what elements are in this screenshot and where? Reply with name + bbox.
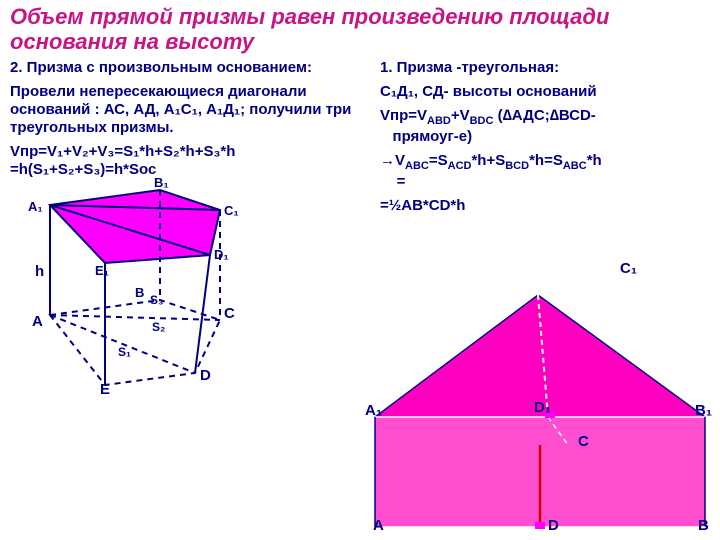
label-D1: D₁ xyxy=(214,247,229,262)
label-D: D xyxy=(200,367,211,384)
label-B: В xyxy=(135,285,144,300)
label-Cr: С xyxy=(578,433,589,450)
label-E: Е xyxy=(100,381,110,398)
right-line4: =½АВ*СD*h xyxy=(380,197,710,215)
label-h: h xyxy=(35,263,44,280)
right-line3: →VABC=SACD*h+SBCD*h=SABC*h = xyxy=(380,152,710,191)
right-line2: Vпр=VABD+VBDC (∆АДС;∆ВСD- прямоуг-е) xyxy=(380,107,710,146)
label-C1: С₁ xyxy=(224,203,239,218)
label-D1r: D₁ xyxy=(534,399,551,416)
label-E1: Е₁ xyxy=(95,263,109,278)
triangular-prism-diagram: С₁ А₁ В₁ D₁ С А В D xyxy=(370,295,720,540)
right-line1: С₁Д₁, СД- высоты оснований xyxy=(380,83,710,101)
left-para: Провели непересекающиеся диагонали основ… xyxy=(10,83,370,137)
pentagonal-prism-diagram: А₁ В₁ С₁ D₁ Е₁ А В С D Е h S₁ S₂ S₃ xyxy=(20,185,260,395)
label-A1r: А₁ xyxy=(365,402,382,419)
label-B1: В₁ xyxy=(154,175,169,190)
label-B1r: В₁ xyxy=(695,402,712,419)
label-C: С xyxy=(224,305,235,322)
label-A: А xyxy=(32,313,43,330)
label-A1: А₁ xyxy=(28,199,43,214)
label-C1r: С₁ xyxy=(620,260,637,277)
label-S2: S₂ xyxy=(152,320,165,334)
left-heading: 2. Призма с произвольным основанием: xyxy=(10,59,370,77)
right-heading: 1. Призма -треугольная: xyxy=(380,59,710,77)
label-Br: В xyxy=(698,517,709,534)
label-S1: S₁ xyxy=(118,345,131,359)
left-column: 2. Призма с произвольным основанием: Про… xyxy=(10,59,370,395)
label-S3: S₃ xyxy=(150,293,164,307)
page-title: Объем прямой призмы равен произведению п… xyxy=(0,0,720,57)
left-formula: Vпр=V₁+V₂+V₃=S₁*h+S₂*h+S₃*h =h(S₁+S₂+S₃)… xyxy=(10,143,370,179)
label-Ar: А xyxy=(373,517,384,534)
label-Dr: D xyxy=(548,517,559,534)
